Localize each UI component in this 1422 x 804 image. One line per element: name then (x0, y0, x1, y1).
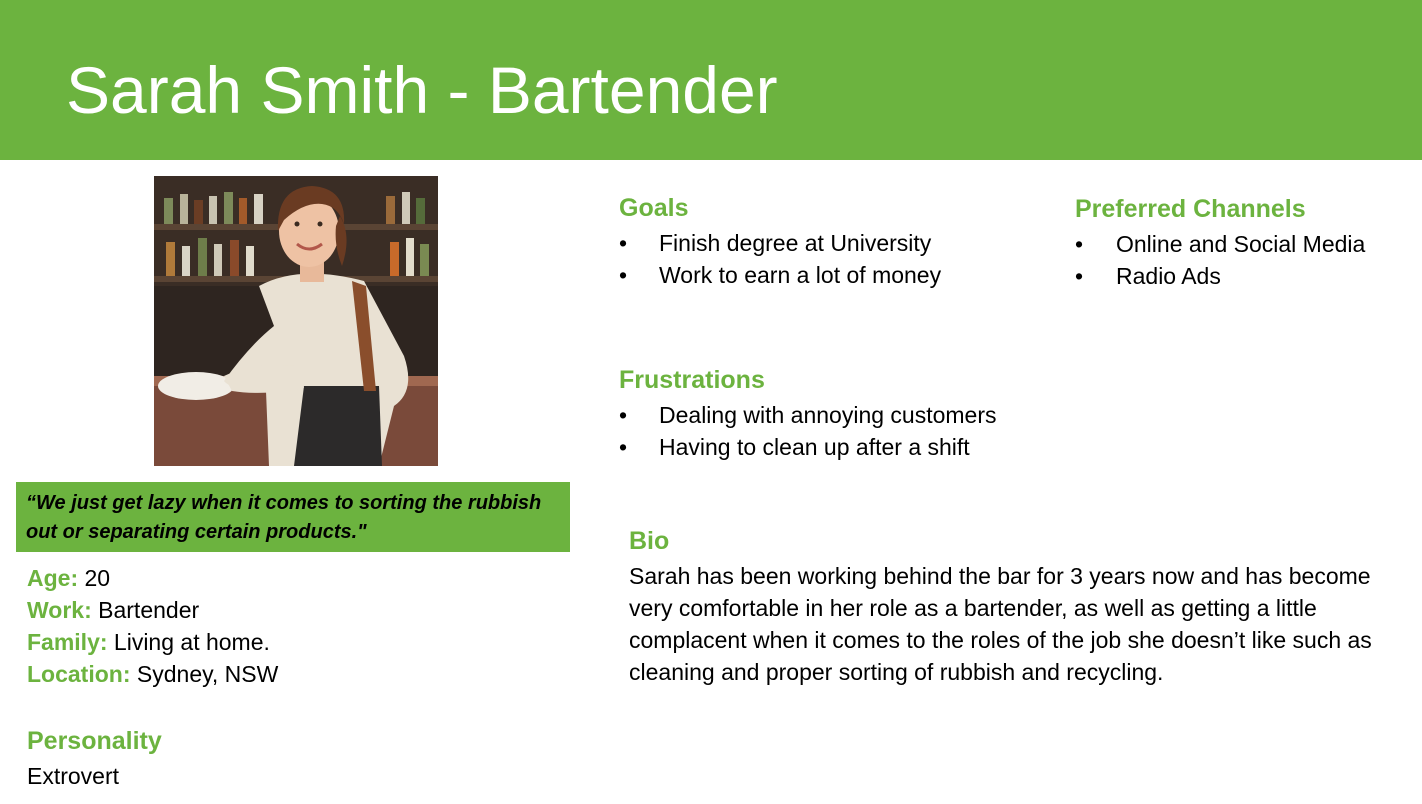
channels-heading: Preferred Channels (1075, 195, 1306, 223)
location-value: Sydney, NSW (136, 661, 279, 687)
goal-text: Work to earn a lot of money (659, 262, 942, 288)
bio-text: Sarah has been working behind the bar fo… (629, 563, 1372, 685)
location-row: Location: Sydney, NSW (27, 658, 278, 690)
frustration-text: Dealing with annoying customers (659, 402, 997, 428)
page-title: Sarah Smith - Bartender (66, 53, 778, 127)
list-item: • Finish degree at University (619, 227, 1039, 259)
bullet-icon: • (1075, 263, 1084, 289)
list-item: • Having to clean up after a shift (619, 431, 1059, 463)
channel-text: Radio Ads (1116, 263, 1221, 289)
quote-box: “We just get lazy when it comes to sorti… (16, 482, 570, 552)
profile-facts: Age: 20 Work: Bartender Family: Living a… (27, 562, 278, 690)
family-row: Family: Living at home. (27, 626, 278, 658)
persona-photo (154, 176, 438, 466)
bullet-icon: • (1075, 231, 1084, 257)
personality-value: Extrovert (27, 763, 120, 789)
bullet-icon: • (619, 262, 628, 288)
age-label: Age: (27, 565, 79, 591)
list-item: • Work to earn a lot of money (619, 259, 1039, 291)
list-item: • Online and Social Media (1075, 228, 1405, 260)
frustration-text: Having to clean up after a shift (659, 434, 970, 460)
bio-heading: Bio (629, 527, 670, 555)
age-row: Age: 20 (27, 562, 278, 594)
persona-quote: “We just get lazy when it comes to sorti… (26, 492, 542, 543)
bullet-icon: • (619, 402, 628, 428)
bullet-icon: • (619, 434, 628, 460)
personality-heading: Personality (27, 727, 162, 755)
channel-text: Online and Social Media (1116, 231, 1366, 257)
goals-list: • Finish degree at University • Work to … (619, 227, 1039, 291)
work-value: Bartender (98, 597, 200, 623)
family-value: Living at home. (113, 629, 270, 655)
frustrations-list: • Dealing with annoying customers • Havi… (619, 399, 1059, 463)
location-label: Location: (27, 661, 131, 687)
goals-heading: Goals (619, 194, 689, 222)
goal-text: Finish degree at University (659, 230, 932, 256)
channels-list: • Online and Social Media • Radio Ads (1075, 228, 1405, 292)
work-row: Work: Bartender (27, 594, 278, 626)
age-value: 20 (84, 565, 111, 591)
frustrations-heading: Frustrations (619, 366, 765, 394)
family-label: Family: (27, 629, 108, 655)
list-item: • Dealing with annoying customers (619, 399, 1059, 431)
bartender-photo-illustration (154, 176, 438, 466)
bullet-icon: • (619, 230, 628, 256)
header-banner: Sarah Smith - Bartender (0, 0, 1422, 160)
work-label: Work: (27, 597, 92, 623)
list-item: • Radio Ads (1075, 260, 1405, 292)
